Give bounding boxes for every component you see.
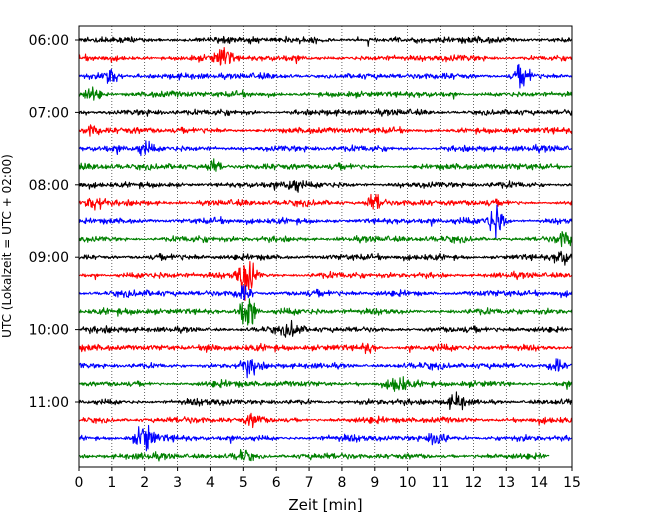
trace-line (78, 86, 573, 101)
y-tick-label: 11:00 (29, 395, 69, 411)
x-tick-label: 14 (530, 475, 548, 491)
y-tick-label: 08:00 (29, 178, 69, 194)
y-tick-label: 06:00 (29, 33, 69, 49)
y-tick-label: 09:00 (29, 250, 69, 266)
trace-line (78, 204, 573, 239)
trace-line (78, 260, 573, 302)
trace-line (78, 358, 573, 379)
trace-line (78, 231, 573, 248)
plot-frame (78, 25, 573, 468)
x-tick-label: 0 (75, 475, 84, 491)
x-axis-ticks: 0 1 2 3 4 5 6 7 8 9 10 11 12 13 14 15 (75, 467, 581, 491)
trace-line (78, 319, 573, 338)
y-axis-label: UTC (Lokalzeit = UTC + 02:00) (0, 154, 14, 338)
trace-line (78, 449, 550, 462)
x-tick-label: 15 (563, 475, 581, 491)
trace-line (78, 140, 573, 157)
trace-line (78, 298, 573, 326)
seismic-traces (78, 35, 573, 462)
trace-line (78, 63, 573, 89)
x-tick-label: 9 (370, 475, 379, 491)
x-tick-label: 2 (140, 475, 149, 491)
trace-line (78, 412, 573, 429)
x-tick-label: 6 (272, 475, 281, 491)
trace-line (78, 179, 573, 193)
y-axis-ticks: 06:00 07:00 08:00 09:00 10:00 11:00 (29, 33, 79, 411)
trace-line (78, 108, 573, 117)
trace-line (78, 46, 573, 66)
x-tick-label: 13 (497, 475, 515, 491)
x-axis-label: Zeit [min] (288, 496, 362, 514)
trace-line (78, 250, 573, 266)
trace-line (78, 35, 573, 47)
y-tick-label: 07:00 (29, 105, 69, 121)
x-tick-label: 12 (464, 475, 482, 491)
x-tick-label: 10 (399, 475, 417, 491)
trace-line (78, 193, 573, 211)
trace-line (78, 376, 573, 392)
y-tick-label: 10:00 (29, 323, 69, 339)
trace-line (78, 158, 573, 172)
x-tick-label: 4 (206, 475, 215, 491)
trace-line (78, 342, 573, 355)
x-tick-label: 5 (239, 475, 248, 491)
trace-line (78, 391, 573, 411)
x-tick-label: 8 (337, 475, 346, 491)
x-tick-label: 1 (107, 475, 116, 491)
trace-line (78, 285, 573, 301)
x-tick-label: 3 (173, 475, 182, 491)
trace-line (78, 424, 573, 452)
x-tick-label: 7 (305, 475, 314, 491)
x-tick-label: 11 (432, 475, 450, 491)
trace-line (78, 124, 573, 137)
